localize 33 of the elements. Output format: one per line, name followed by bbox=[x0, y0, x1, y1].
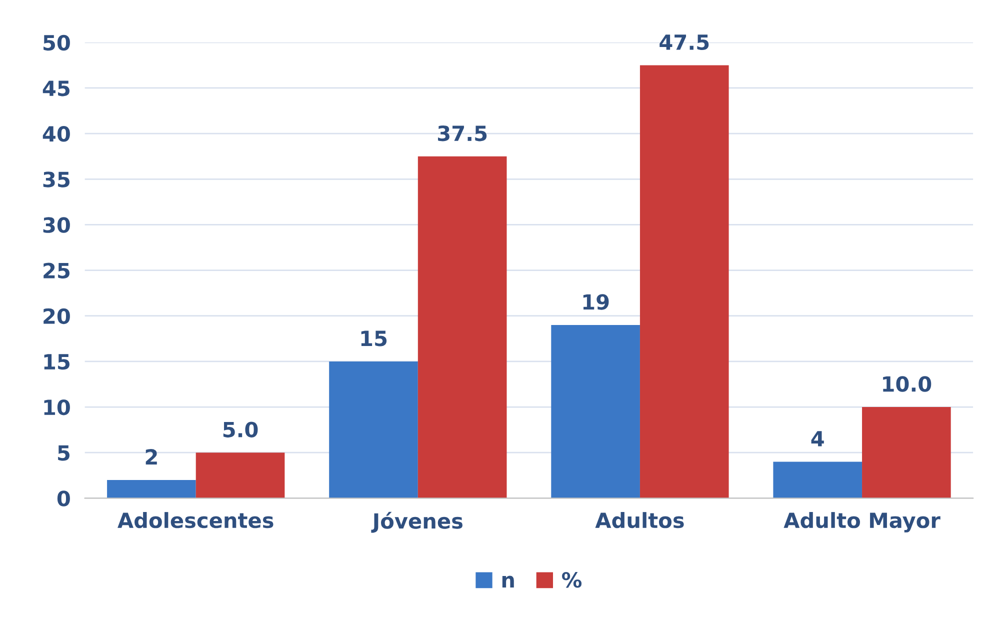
bar bbox=[773, 462, 862, 498]
data-label: 5.0 bbox=[223, 422, 258, 438]
y-tick-label: 15 bbox=[44, 354, 70, 370]
data-label: 15 bbox=[361, 330, 387, 346]
bar bbox=[640, 65, 729, 498]
y-tick-label: 45 bbox=[42, 80, 70, 96]
bar bbox=[107, 480, 196, 498]
data-label: 10.0 bbox=[883, 376, 932, 392]
data-label: 19 bbox=[583, 294, 609, 310]
data-label: 37.5 bbox=[438, 125, 487, 142]
y-tick-label: 50 bbox=[44, 34, 70, 51]
bar bbox=[862, 407, 951, 498]
x-tick-label: Adultos bbox=[595, 512, 684, 528]
y-tick-label: 5 bbox=[58, 445, 70, 461]
y-tick-label: 10 bbox=[44, 399, 70, 416]
data-label: 4 bbox=[811, 431, 824, 446]
legend-label: % bbox=[562, 572, 582, 588]
y-tick-label: 35 bbox=[43, 172, 70, 188]
x-tick-label: Adolescentes bbox=[118, 512, 274, 528]
x-tick-label: Jóvenes bbox=[371, 512, 462, 533]
y-tick-label: 20 bbox=[44, 308, 70, 324]
y-tick-label: 40 bbox=[42, 126, 70, 142]
y-tick-label: 25 bbox=[44, 262, 70, 278]
bar bbox=[418, 156, 507, 498]
x-tick-label: Adulto Mayor bbox=[784, 512, 940, 532]
legend-label: n bbox=[502, 576, 514, 588]
bar bbox=[329, 361, 418, 498]
bar bbox=[196, 452, 285, 498]
data-label: 2 bbox=[146, 449, 157, 464]
y-tick-label: 0 bbox=[57, 490, 70, 506]
bar bbox=[551, 324, 640, 498]
data-label: 47.5 bbox=[660, 34, 709, 50]
y-tick-label: 30 bbox=[43, 217, 70, 233]
